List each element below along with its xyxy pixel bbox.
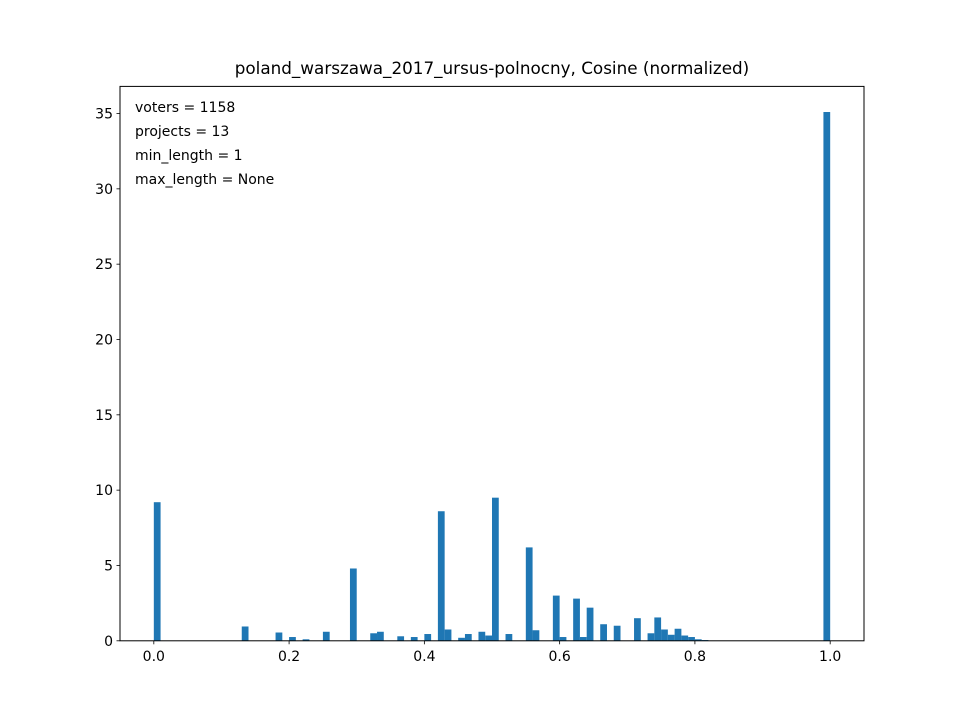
x-tick-label: 0.8 [684,649,706,665]
histogram-bar [823,112,831,641]
histogram-bar [437,511,445,641]
histogram-bar [688,637,695,641]
histogram-bar [289,637,296,641]
histogram-bar [600,624,607,641]
histogram-bar [532,630,540,641]
y-tick-label: 30 [95,182,113,198]
histogram-bar [654,617,662,641]
chart-title: poland_warszawa_2017_ursus-polnocny, Cos… [235,58,749,79]
y-axis: 0 5 10 15 20 25 30 35 [95,107,120,650]
histogram-bar [667,634,675,641]
histogram-bar [694,639,702,641]
info-line: voters = 1158 [135,100,235,116]
x-tick-label: 0.4 [413,649,435,665]
histogram-bar [485,635,492,641]
histogram-bar [579,637,587,641]
info-line: projects = 13 [135,124,229,140]
histogram-bar [302,639,310,641]
histogram-bar [573,598,580,641]
x-tick-label: 1.0 [819,649,841,665]
histogram-bar [525,547,533,641]
x-tick-label: 0.6 [549,649,571,665]
histogram-bar [492,497,499,641]
histogram-bar [370,633,378,641]
y-tick-label: 35 [95,107,113,123]
info-line: max_length = None [135,172,274,188]
histogram-bar [674,628,682,641]
histogram-bar [241,626,249,641]
histogram-bar [586,607,594,641]
info-line: min_length = 1 [135,148,243,164]
y-tick-label: 20 [95,332,113,348]
histogram-bar [349,568,357,641]
histogram-bar [377,631,384,641]
histogram-bar [153,502,161,641]
y-tick-label: 15 [95,408,113,424]
histogram-bar [505,634,513,641]
histogram-bar [464,634,472,641]
y-tick-label: 25 [95,257,113,273]
histogram-bar [397,636,405,641]
histogram-bar [661,629,668,641]
bars-group [153,112,831,641]
histogram-bar [458,637,465,641]
histogram-bar [552,595,560,641]
x-tick-label: 0.0 [143,649,165,665]
histogram-bar [647,633,655,641]
y-tick-label: 10 [95,483,113,499]
histogram-bar [410,637,418,641]
histogram-bar [613,625,621,641]
x-axis: 0.0 0.2 0.4 0.6 0.8 1.0 [143,640,841,665]
plot-frame [119,85,865,642]
histogram-bar [424,634,432,641]
histogram-bar [275,632,283,641]
histogram-bar [322,631,330,641]
x-tick-label: 0.2 [278,649,300,665]
info-box: voters = 1158 projects = 13 min_length = 1… [135,100,274,188]
y-tick-label: 5 [104,558,113,574]
histogram-bar [444,629,452,641]
histogram-bar [559,637,567,641]
y-tick-label: 0 [104,634,113,650]
histogram-bar [681,635,689,641]
histogram-bar [634,618,641,641]
histogram-bar [478,631,486,641]
